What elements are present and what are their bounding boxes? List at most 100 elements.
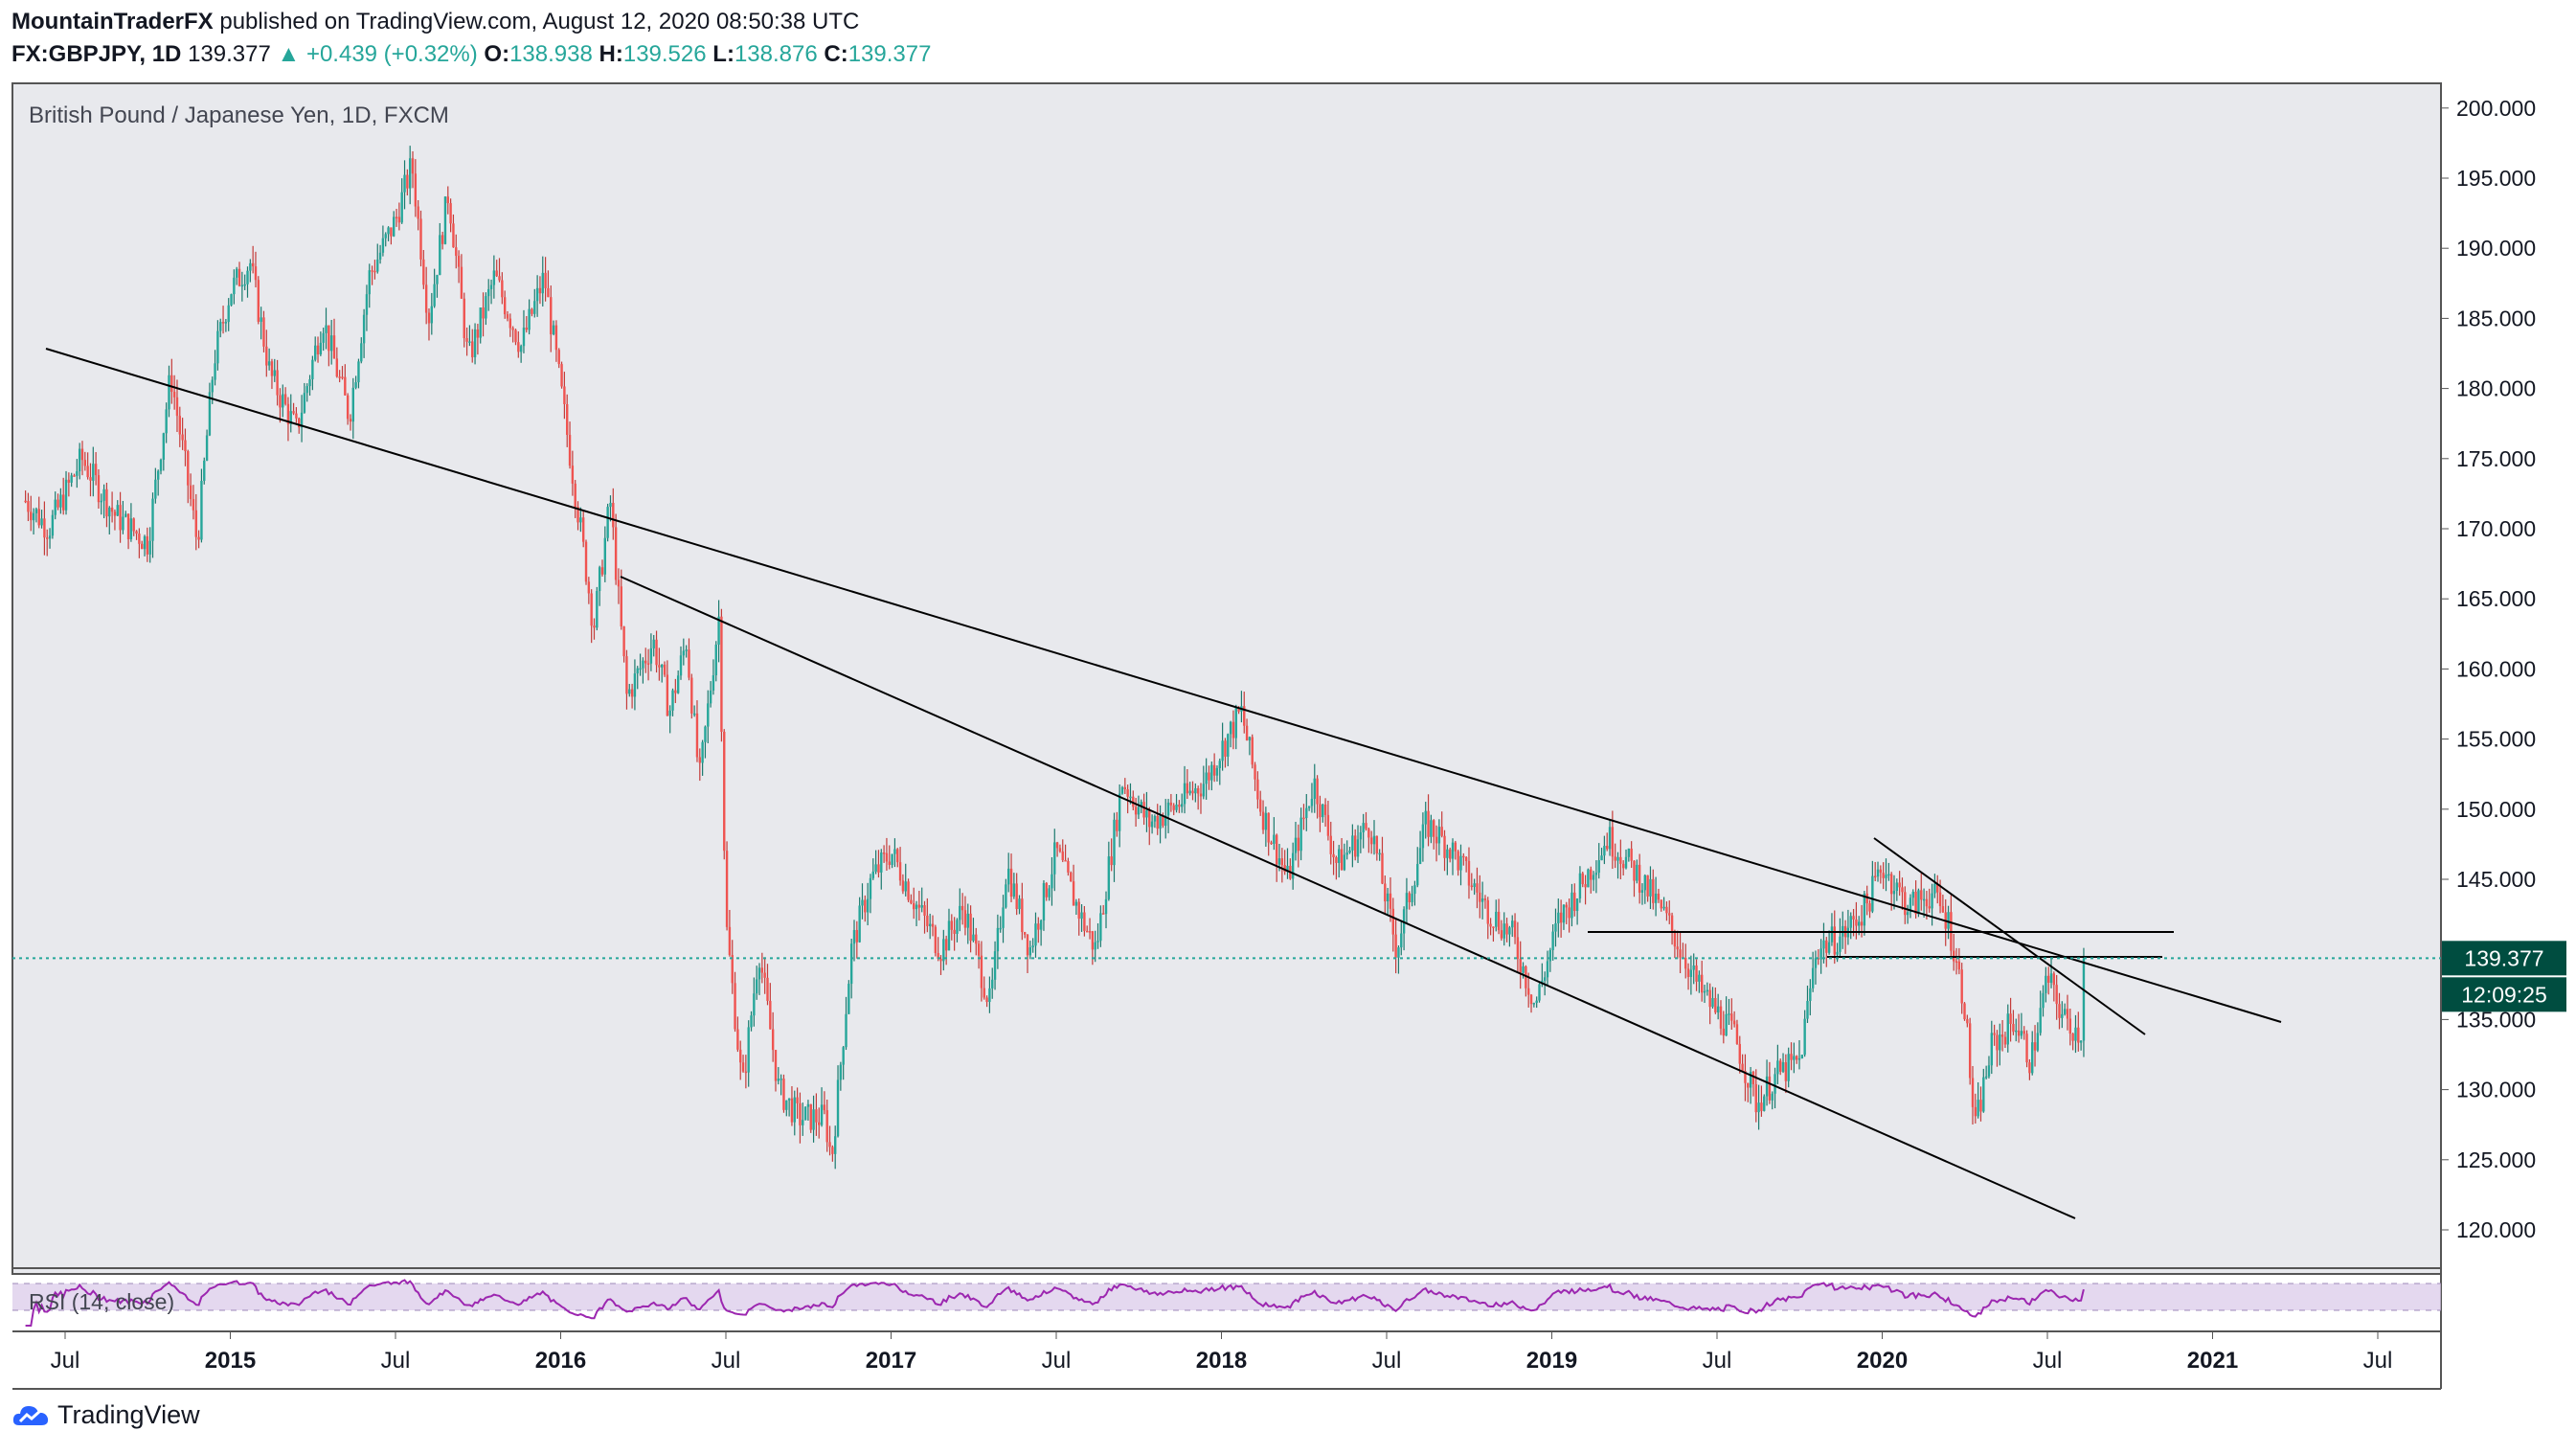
candle-body (1196, 787, 1200, 794)
candle-body (1245, 725, 1249, 740)
candle-body (328, 325, 330, 352)
candle-body (1594, 873, 1598, 875)
candle-body (980, 955, 983, 988)
candle-body (1497, 911, 1501, 931)
candle-body (498, 276, 501, 281)
candle-body (1608, 827, 1612, 850)
candle-body (376, 259, 379, 272)
candle-body (723, 731, 726, 852)
x-tick-label: 2019 (1526, 1348, 1577, 1374)
candle-body (1459, 855, 1462, 871)
candle-body (1993, 1033, 1996, 1035)
time-scale[interactable]: Jul 2015 Jul 2016 Jul 2017 Jul 2018 Jul 2019 Jul 20… (51, 1331, 2393, 1374)
tradingview-logo[interactable]: TradingView (11, 1400, 200, 1430)
candle-body (1966, 1019, 1969, 1024)
candle-body (568, 435, 572, 466)
y-tick-label: 185.000 (2456, 306, 2536, 330)
candle-body (1860, 921, 1864, 926)
candle-body (1879, 869, 1883, 874)
x-tick-label: Jul (2033, 1348, 2063, 1374)
candle-body (1909, 897, 1912, 913)
candle-body (1307, 806, 1311, 808)
candle-body (371, 270, 373, 272)
candle-body (1751, 1071, 1755, 1084)
candle-body (646, 663, 650, 666)
candle-body (1763, 1096, 1766, 1111)
candle-body (2036, 1033, 2040, 1051)
candle-body (298, 418, 301, 428)
candle-body (159, 460, 163, 471)
candle-body (991, 979, 994, 988)
candle-body (1963, 1003, 1966, 1020)
candle-body (1928, 906, 1931, 909)
price-scale[interactable]: 120.000125.000130.000135.000140.000145.0… (2441, 96, 2536, 1242)
candle-body (2071, 1034, 2074, 1041)
candle-body (514, 329, 517, 343)
candle-body (178, 416, 182, 435)
y-tick-label: 155.000 (2456, 727, 2536, 752)
candle-body (406, 174, 409, 189)
candle-body (316, 345, 320, 354)
candle-body (668, 710, 671, 716)
candle-body (581, 517, 585, 542)
candle-body (1513, 920, 1517, 938)
candle-body (433, 284, 436, 307)
candle-body (1448, 849, 1452, 859)
candle-body (1479, 892, 1481, 902)
resistance-trendline[interactable] (45, 348, 2282, 1023)
candle-body (357, 361, 360, 383)
candle-body (796, 1097, 799, 1103)
author-name[interactable]: MountainTraderFX (11, 9, 214, 34)
candle-body (1421, 824, 1425, 849)
candle-body (1061, 851, 1064, 860)
candle-body (1698, 974, 1701, 982)
candle-body (132, 518, 135, 532)
candle-body (303, 393, 306, 413)
candle-body (1548, 950, 1552, 962)
candle-body (1749, 1071, 1752, 1088)
candle-body (1603, 846, 1606, 856)
candle-body (414, 173, 418, 207)
candle-body (766, 977, 769, 1001)
candle-body (2031, 1042, 2034, 1074)
candle-body (1104, 898, 1108, 915)
candle-body (1140, 802, 1142, 807)
candle-body (720, 616, 723, 732)
candle-body (839, 1064, 843, 1080)
last-price-label: 139.377 (2442, 941, 2566, 976)
candle-body (1227, 734, 1230, 757)
candle-body (113, 511, 117, 516)
candle-body (1852, 916, 1855, 920)
candle-body (750, 1015, 753, 1028)
candle-body (1708, 989, 1711, 1008)
candle-body (1906, 912, 1909, 916)
candle-body (2063, 1009, 2067, 1014)
candle-body (1074, 901, 1078, 906)
candle-body (904, 881, 907, 892)
candle-body (728, 926, 732, 956)
candle-body (1633, 860, 1636, 881)
candle-body (192, 499, 195, 511)
short-trendline[interactable] (1873, 837, 2146, 1035)
low-value: 138.876 (734, 41, 818, 67)
candle-body (373, 270, 376, 273)
candle-body (1814, 958, 1818, 968)
candle-body (939, 958, 942, 962)
candle-body (1757, 1102, 1760, 1113)
candle-body (1224, 740, 1227, 757)
candle-body (1790, 1054, 1793, 1060)
candle-body (942, 939, 945, 962)
candle-body (671, 690, 674, 711)
candle-body (1971, 1078, 1975, 1107)
candle-body (923, 905, 926, 916)
x-tick-label: Jul (1703, 1348, 1732, 1374)
candle-body (554, 325, 558, 351)
lower-channel-trendline[interactable] (620, 576, 2076, 1219)
candle-body (2012, 1023, 2015, 1033)
candle-body (1042, 883, 1046, 921)
candle-body (1925, 898, 1929, 907)
candle-body (1931, 893, 1933, 909)
candle-body (736, 1029, 739, 1050)
candle-body (322, 332, 325, 343)
